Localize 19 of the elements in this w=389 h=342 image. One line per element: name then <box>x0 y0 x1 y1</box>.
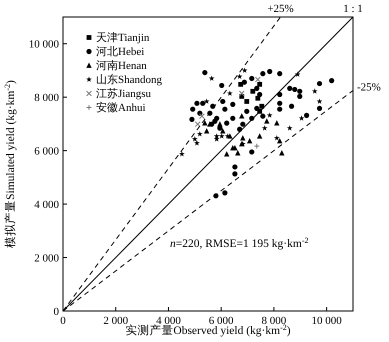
legend-label: 河南Henan <box>96 59 148 72</box>
series-label: -25% <box>357 82 381 94</box>
legend-label: 河北Hebei <box>96 45 144 58</box>
legend-label: 江苏Jiangsu <box>96 87 152 100</box>
y-tick-label: 0 <box>54 306 60 318</box>
y-tick-label: 4 000 <box>34 199 60 212</box>
legend-label: 安徽Anhui <box>96 101 146 114</box>
series-label: +25% <box>267 3 294 15</box>
x-tick-label: 10 000 <box>312 315 342 327</box>
y-tick-label: 2 000 <box>34 252 60 265</box>
series-label: 1 : 1 <box>343 3 363 15</box>
x-tick-label: 6 000 <box>208 315 234 327</box>
y-tick-label: 8 000 <box>34 92 60 104</box>
x-tick-label: 2 000 <box>103 315 129 327</box>
legend-label: 天津Tianjin <box>96 31 150 44</box>
y-tick-label: 6 000 <box>34 146 60 158</box>
annotation: n=220, RMSE=1 195 kg·km$^{-2}$ <box>170 236 309 250</box>
y-tick-label: 10 000 <box>28 38 60 51</box>
legend-label: 山东Shandong <box>96 73 162 86</box>
